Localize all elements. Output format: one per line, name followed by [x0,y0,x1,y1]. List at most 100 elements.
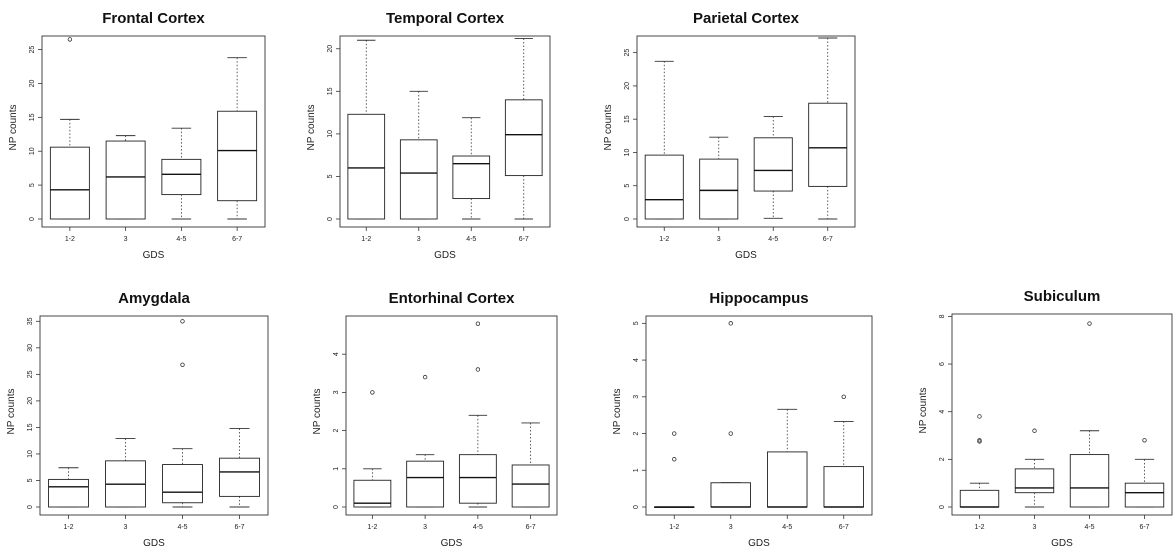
panel-hippocampus: Hippocampus 0 1 2 3 4 5 NP counts 1-2 3 4-5 6-7 GDS [612,290,873,549]
box-3 [699,136,739,220]
panel-title: Temporal Cortex [386,10,505,27]
box-3 [399,90,438,220]
plot-frame [345,315,558,516]
iqr-box [347,113,386,220]
x-tick-label: 4-5 [473,524,483,531]
y-tick-label: 25 [29,46,36,54]
panel-entorhinal-cortex: Entorhinal Cortex 0 1 2 3 4 NP counts 1-2 3 4-5 6-… [312,290,558,549]
panel-subiculum: Subiculum 0 2 4 6 8 NP counts 1-2 3 4-5 6-7 GDS [918,288,1173,549]
panel-title: Subiculum [1024,288,1101,305]
y-axis-label: NP counts [612,389,623,435]
x-tick-label: 3 [417,236,421,243]
plot-frame [339,35,551,228]
iqr-box [808,102,848,187]
box-1-2 [347,39,386,220]
plot-frame [951,313,1173,516]
x-axis-label: GDS [1051,538,1073,549]
panel-parietal-cortex: Parietal Cortex 0 5 10 15 20 25 NP counts 1-2 3 4-… [603,10,856,261]
x-tick-label: 1-2 [361,236,371,243]
iqr-box [406,460,445,508]
x-tick-label: 1-2 [65,236,75,243]
y-axis-label: NP counts [306,105,317,151]
iqr-box [959,489,1000,508]
x-tick-label: 4-5 [768,236,778,243]
outlier-point [475,367,481,372]
x-tick-label: 4-5 [466,236,476,243]
plot-frame [645,315,873,516]
box-6-7 [511,422,550,508]
box-1-2 [353,390,392,508]
outlier-point [728,321,733,326]
y-tick-label: 10 [327,130,334,138]
y-tick-label: 15 [624,115,631,123]
box-6-7 [217,57,258,220]
outlier-point [977,438,982,443]
y-tick-label: 0 [27,505,34,509]
box-3 [710,321,751,508]
y-axis-label: NP counts [8,105,19,151]
iqr-box [219,457,260,497]
outlier-point [1032,428,1037,433]
x-tick-label: 4-5 [176,236,186,243]
box-3 [1014,428,1055,508]
box-4-5 [161,127,202,220]
iqr-box [217,110,258,202]
y-tick-label: 3 [333,390,340,394]
x-tick-label: 6-7 [234,524,244,531]
outlier-point [180,319,185,324]
box-1-2 [654,431,695,508]
outlier-point [672,457,677,462]
y-tick-label: 25 [624,49,631,57]
x-tick-label: 3 [717,236,721,243]
y-tick-label: 10 [27,450,34,458]
panel-title: Entorhinal Cortex [389,290,516,307]
x-tick-label: 6-7 [839,524,849,531]
y-tick-label: 15 [29,113,36,121]
y-tick-label: 15 [27,423,34,431]
box-1-2 [959,414,1000,508]
x-tick-label: 6-7 [519,236,529,243]
y-tick-label: 15 [327,87,334,95]
box-4-5 [767,408,808,508]
outlier-point [422,374,428,380]
y-tick-label: 0 [327,217,334,221]
box-6-7 [504,38,543,220]
x-tick-label: 6-7 [526,524,536,531]
panel-frontal-cortex: Frontal Cortex 0 5 10 15 20 25 NP counts 1-2 3 4-5… [8,10,266,261]
y-tick-label: 0 [624,217,631,221]
box-3 [105,438,146,508]
box-1-2 [49,37,90,220]
iqr-box [699,158,739,220]
iqr-box [644,154,684,220]
y-tick-label: 5 [327,174,334,178]
iqr-box [504,99,543,177]
iqr-box [399,139,438,220]
box-6-7 [823,394,864,508]
x-tick-label: 3 [124,524,128,531]
iqr-box [49,146,90,220]
box-4-5 [458,321,497,508]
iqr-box [511,464,550,508]
x-tick-label: 1-2 [974,524,984,531]
x-tick-label: 6-7 [1139,524,1149,531]
y-tick-label: 4 [333,352,340,356]
outlier-point [475,321,481,326]
outlier-point [841,394,846,400]
x-tick-label: 4-5 [1084,524,1094,531]
y-tick-label: 5 [624,184,631,188]
outlier-point [672,431,677,436]
y-tick-label: 8 [939,314,946,318]
y-tick-label: 5 [633,321,640,325]
x-axis-label: GDS [441,538,463,549]
outlier-point [370,390,375,395]
box-3 [105,135,146,220]
plot-frame [39,315,269,516]
y-axis-label: NP counts [312,389,323,435]
x-tick-label: 6-7 [232,236,242,243]
x-axis-label: GDS [143,538,165,549]
iqr-box [1014,468,1055,494]
x-tick-label: 1-2 [367,524,377,531]
y-tick-label: 10 [29,147,36,155]
x-tick-label: 4-5 [177,524,187,531]
